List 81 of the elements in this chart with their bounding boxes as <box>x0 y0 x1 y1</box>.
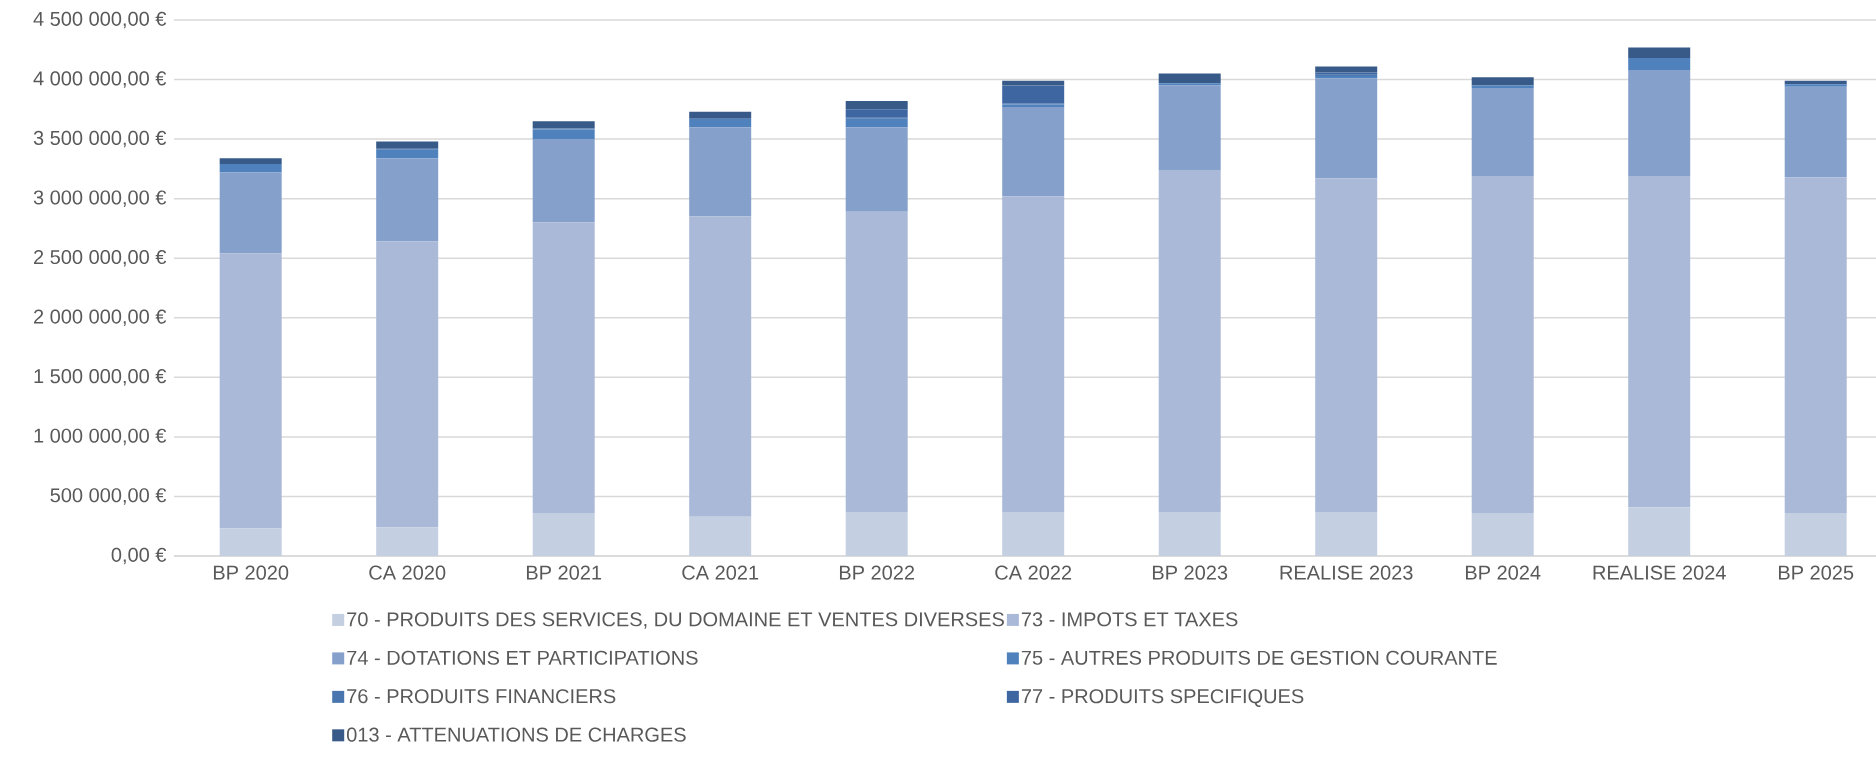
bar <box>376 241 439 528</box>
y-tick-label: 2 000 000,00 € <box>34 309 167 327</box>
bar <box>1158 83 1221 86</box>
y-tick-label: 4 000 000,00 € <box>33 71 167 88</box>
y-tick-label: 1 000 000,00 € <box>34 428 167 446</box>
bar <box>1784 177 1847 514</box>
bar <box>532 222 595 514</box>
x-tick-label: CA 2020 <box>369 565 446 580</box>
bar <box>1315 78 1378 179</box>
x-tick-label: REALISE 2024 <box>1593 565 1726 580</box>
legend-label: 70 - PRODUITS DES SERVICES, DU DOMAINE ET VENTES DIVERSES <box>347 612 1004 629</box>
bar <box>219 528 282 556</box>
bar <box>532 139 595 223</box>
legend-label: 75 - AUTRES PRODUITS DE GESTION COURANTE <box>1021 650 1497 665</box>
y-tick-label: 2 500 000,00 € <box>34 249 167 267</box>
bar <box>1002 196 1065 512</box>
bar <box>219 172 282 254</box>
legend-label: 74 - DOTATIONS ET PARTICIPATIONS <box>347 650 698 665</box>
bar <box>1315 66 1378 73</box>
bar <box>1628 58 1691 71</box>
x-tick-label: REALISE 2023 <box>1280 565 1413 580</box>
x-tick-label: BP 2023 <box>1152 565 1228 580</box>
bar <box>376 149 439 159</box>
bar <box>1315 511 1378 556</box>
bar <box>1002 511 1065 556</box>
bar <box>845 127 908 212</box>
x-tick-label: CA 2021 <box>682 565 759 580</box>
x-tick-label: CA 2022 <box>995 565 1072 580</box>
x-tick-label: BP 2022 <box>839 565 915 580</box>
bar <box>1628 47 1691 59</box>
bar <box>376 527 439 556</box>
bar <box>1002 80 1065 86</box>
y-tick-label: 3 500 000,00 € <box>33 130 167 148</box>
bar <box>1628 507 1691 556</box>
bar <box>1471 176 1534 514</box>
bar <box>1471 87 1534 177</box>
bar <box>845 109 908 118</box>
bar <box>219 164 282 173</box>
x-tick-label: BP 2024 <box>1465 565 1541 580</box>
bar <box>689 118 752 128</box>
bar <box>219 253 282 529</box>
bar <box>1158 73 1221 84</box>
bar <box>689 516 752 556</box>
y-tick-label: 0,00 € <box>111 547 167 565</box>
bar <box>1002 106 1065 197</box>
legend-label: 76 - PRODUITS FINANCIERS <box>347 689 616 704</box>
bar <box>845 211 908 512</box>
bar <box>1315 178 1378 512</box>
bar <box>376 141 439 149</box>
bar <box>845 511 908 556</box>
bar <box>1784 84 1847 87</box>
bar <box>532 513 595 556</box>
bar <box>689 111 752 119</box>
y-tick-label: 500 000,00 € <box>50 488 167 505</box>
bar <box>532 129 595 140</box>
legend-label: 77 - PRODUITS SPECIFIQUES <box>1021 689 1304 707</box>
bar <box>1628 70 1691 177</box>
x-tick-label: BP 2020 <box>213 565 289 580</box>
legend-label: 73 - IMPOTS ET TAXES <box>1021 612 1238 627</box>
bar <box>1784 86 1847 178</box>
bar <box>845 118 908 128</box>
bar <box>219 158 282 165</box>
bar <box>1002 85 1065 104</box>
bar <box>1784 513 1847 556</box>
legend-label: 013 - ATTENUATIONS DE CHARGES <box>346 727 686 742</box>
bar <box>689 127 752 217</box>
x-tick-label: BP 2021 <box>526 565 602 580</box>
x-tick-label: BP 2025 <box>1778 565 1854 580</box>
bar <box>1158 511 1221 556</box>
y-tick-label: 3 000 000,00 € <box>33 190 167 207</box>
bar <box>376 158 439 242</box>
bar <box>1471 77 1534 86</box>
y-tick-label: 4 500 000,00 € <box>33 11 167 29</box>
bar <box>689 216 752 517</box>
bar <box>1471 513 1534 556</box>
bar <box>532 121 595 129</box>
y-tick-label: 1 500 000,00 € <box>34 369 167 386</box>
bar <box>1158 170 1221 512</box>
bar <box>1158 85 1221 171</box>
bar <box>1628 176 1691 508</box>
bar <box>845 100 908 110</box>
